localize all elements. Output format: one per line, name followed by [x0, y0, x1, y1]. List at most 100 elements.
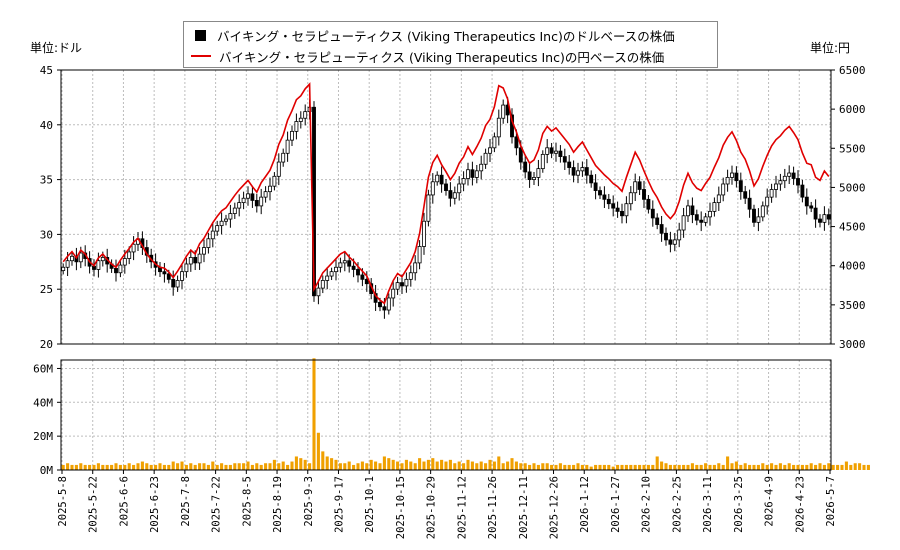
volume-bar — [827, 463, 831, 470]
volume-bar — [866, 464, 870, 470]
volume-bar — [114, 463, 118, 470]
volume-bar — [83, 464, 87, 470]
candle-body — [642, 189, 646, 200]
candle-body — [474, 170, 479, 178]
volume-bar — [800, 464, 804, 470]
volume-bar — [862, 464, 866, 470]
candle-body — [562, 156, 567, 163]
candle-body — [483, 152, 488, 165]
right-tick-label: 3000 — [839, 338, 866, 351]
candle-body — [96, 260, 101, 270]
volume-bar — [96, 463, 100, 470]
left-tick-label: 45 — [40, 64, 53, 77]
volume-bar — [435, 461, 439, 470]
candle-body — [822, 214, 827, 223]
candle-body — [457, 183, 462, 194]
volume-bar — [611, 466, 615, 470]
volume-bar — [602, 464, 606, 470]
candle-body — [162, 271, 167, 275]
volume-bar — [567, 464, 571, 470]
volume-bar — [224, 464, 228, 470]
candle-body — [602, 194, 607, 200]
volume-bar — [686, 464, 690, 470]
candle-body — [175, 280, 180, 288]
volume-bar — [506, 461, 510, 470]
volume-tick-label: 40M — [33, 396, 53, 409]
candle-body — [752, 208, 756, 223]
volume-bar — [237, 463, 241, 470]
right-tick-label: 3500 — [839, 299, 866, 312]
candle-body — [725, 177, 730, 185]
candle-body — [232, 207, 237, 214]
candle-body — [435, 174, 440, 183]
legend-swatch-dollar — [195, 29, 206, 41]
volume-bars — [61, 358, 870, 470]
legend-item-dollar: バイキング・セラピューティクス (Viking Therapeutics Inc… — [192, 25, 675, 45]
volume-bar — [726, 456, 730, 470]
x-tick-label: 2025-9-3 — [303, 476, 315, 527]
candle-body — [452, 192, 457, 199]
volume-bar — [589, 466, 593, 470]
x-tick-label: 2025-10-1 — [364, 476, 376, 533]
candle-body — [285, 139, 290, 154]
left-tick-label: 20 — [40, 338, 53, 351]
x-tick-label: 2026-1-12 — [579, 476, 591, 533]
candle-body — [659, 224, 664, 234]
candle-body — [356, 269, 360, 276]
volume-bar — [418, 458, 422, 470]
candle-body — [549, 147, 554, 154]
volume-bar — [132, 464, 136, 470]
volume-bar — [466, 459, 470, 470]
candle-body — [514, 136, 519, 149]
volume-bar — [462, 463, 466, 470]
volume-bar — [792, 464, 796, 470]
volume-bar — [431, 458, 435, 470]
volume-bar — [453, 463, 457, 470]
volume-bar — [620, 464, 624, 470]
volume-bar — [228, 464, 232, 470]
volume-bar — [536, 464, 540, 470]
volume-bar — [550, 464, 554, 470]
volume-bar — [391, 459, 395, 470]
candle-body — [241, 197, 246, 204]
candle-body — [694, 214, 699, 221]
volume-bar — [404, 459, 408, 470]
candle-body — [747, 197, 752, 210]
x-tick-label: 2025-5-22 — [88, 476, 100, 533]
candle-body — [246, 193, 250, 199]
candle-body — [615, 207, 620, 212]
volume-bar — [576, 463, 580, 470]
candle-body — [760, 205, 765, 218]
volume-bar — [378, 463, 382, 470]
volume-bar — [638, 464, 642, 470]
candle-body — [228, 213, 233, 220]
candle-body — [540, 153, 545, 170]
candle-body — [206, 238, 211, 248]
volume-bar — [215, 464, 219, 470]
volume-bar — [396, 461, 400, 470]
x-tick-label: 2026-3-25 — [733, 476, 745, 533]
volume-bar — [783, 464, 787, 470]
candle-body — [400, 282, 404, 287]
candle-body — [580, 167, 585, 172]
candle-body — [708, 210, 712, 218]
volume-bar — [330, 458, 334, 470]
candle-body — [738, 180, 743, 193]
volume-bar — [321, 451, 325, 470]
volume-bar — [264, 463, 268, 470]
volume-bar — [721, 464, 725, 470]
candle-body — [479, 163, 484, 172]
volume-bar — [858, 463, 862, 470]
candle-body — [448, 190, 453, 199]
x-tick-label: 2026-4-9 — [764, 476, 776, 527]
volume-bar — [660, 461, 664, 470]
volume-bar — [369, 459, 373, 470]
left-axis-unit: 単位:ドル — [30, 41, 83, 55]
left-tick-label: 40 — [40, 119, 53, 132]
right-tick-label: 5500 — [839, 142, 866, 155]
volume-bar — [756, 464, 760, 470]
candle-body — [338, 262, 343, 268]
candle-body — [215, 225, 220, 232]
candle-body — [444, 183, 448, 191]
volume-bar — [743, 463, 747, 470]
